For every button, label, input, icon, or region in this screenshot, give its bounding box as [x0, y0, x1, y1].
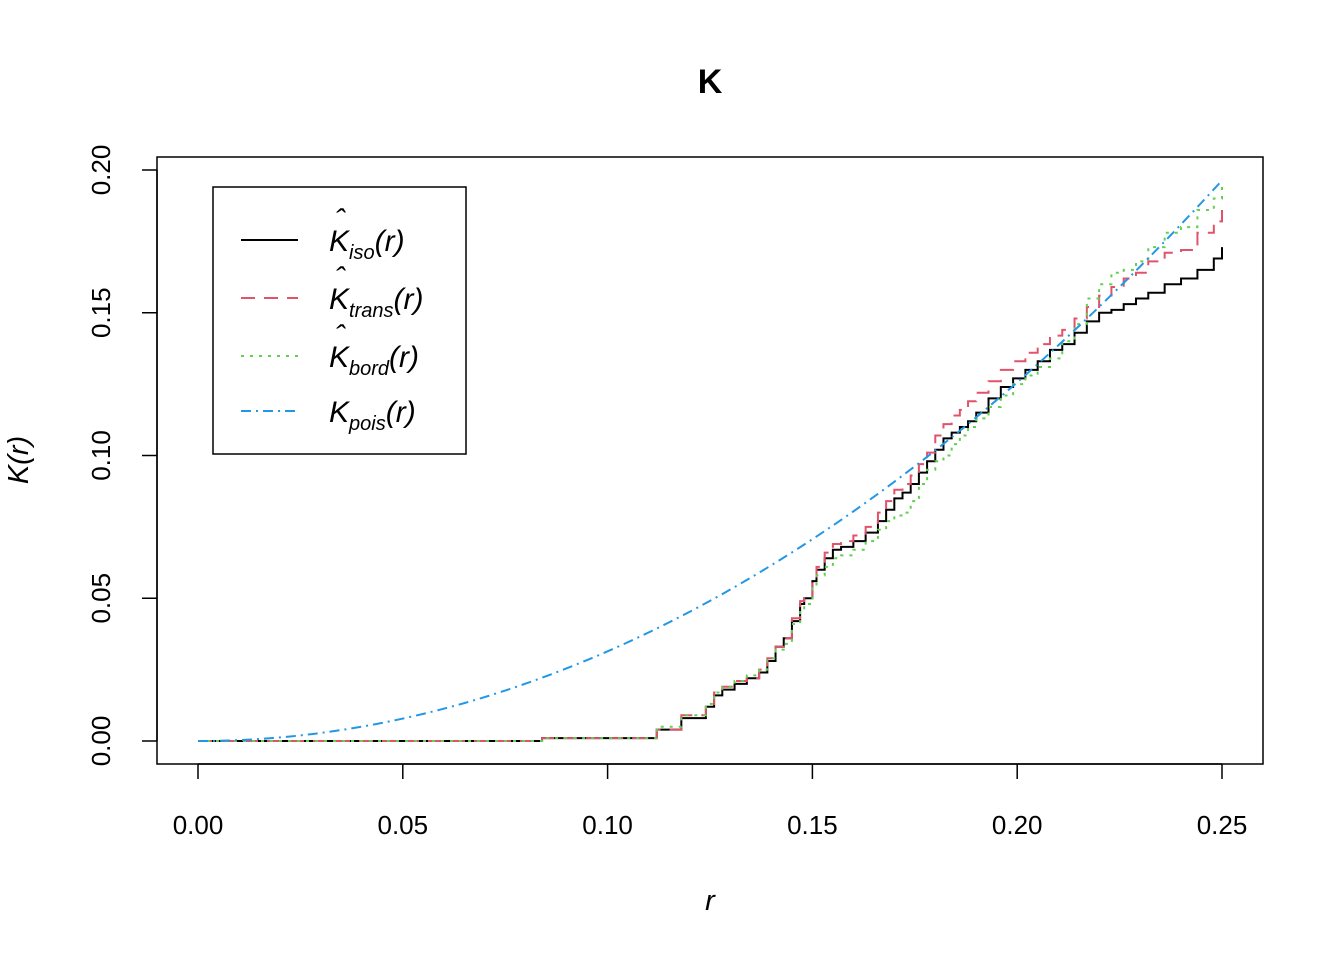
x-axis-label: r [705, 885, 716, 917]
x-tick-label: 0.00 [173, 810, 224, 840]
y-tick-label: 0.10 [86, 430, 116, 481]
x-tick-label: 0.15 [787, 810, 838, 840]
legend-label-bord: Kbord(r) [329, 341, 419, 380]
series-line-iso [198, 247, 1223, 742]
legend-hat-trans: ˆ [335, 262, 346, 295]
y-tick-label: 0.00 [86, 716, 116, 767]
x-axis: 0.00 0.05 0.10 0.15 0.20 0.25 [173, 763, 1248, 840]
legend-box [212, 186, 467, 455]
chart-title: K [698, 63, 723, 101]
y-tick-label: 0.20 [86, 145, 116, 196]
series-layer [197, 179, 1223, 742]
legend-hat-bord: ˆ [335, 320, 346, 353]
x-tick-label: 0.20 [992, 810, 1043, 840]
y-axis-label: K(r) [3, 436, 35, 484]
legend-label-pois: Kpois(r) [329, 396, 416, 435]
x-tick-label: 0.25 [1197, 810, 1248, 840]
x-tick-label: 0.10 [582, 810, 633, 840]
y-tick-label: 0.15 [86, 287, 116, 338]
series-line-pois [197, 179, 1223, 742]
x-tick-label: 0.05 [377, 810, 428, 840]
legend-hat-iso: ˆ [335, 204, 346, 237]
legend-label-trans: Ktrans(r) [329, 283, 423, 322]
legend-label-iso: Kiso(r) [329, 225, 405, 264]
y-axis: 0.00 0.05 0.10 0.15 0.20 [86, 145, 158, 767]
y-tick-label: 0.05 [86, 573, 116, 624]
